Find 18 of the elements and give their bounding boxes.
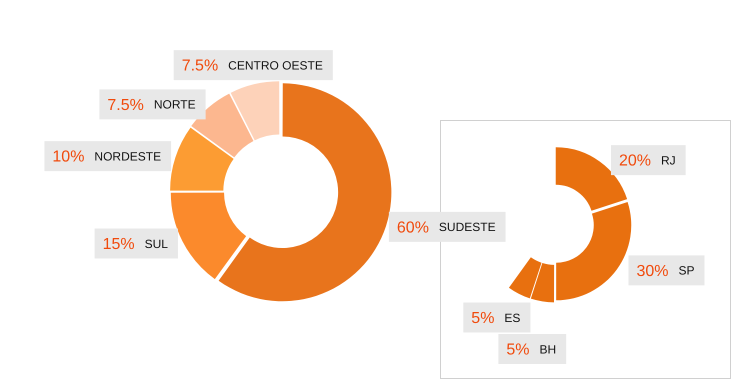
slice-label: CENTRO OESTE <box>228 58 323 72</box>
data-label: 7.5% <box>107 96 144 114</box>
slice-label: NORTE <box>154 98 196 112</box>
data-label: 30% <box>636 262 668 280</box>
slice-label: SUDESTE <box>438 220 496 234</box>
slice-label: SUL <box>144 236 168 251</box>
slice-label: RJ <box>661 153 676 168</box>
slice-label: BH <box>540 342 556 356</box>
data-label: 15% <box>102 236 135 253</box>
data-label: 10% <box>52 148 84 166</box>
slice-label: SP <box>678 264 694 278</box>
data-label: 5% <box>506 341 530 358</box>
slice-label: NORDESTE <box>94 149 162 164</box>
slice-label: ES <box>504 310 520 325</box>
data-label: 7.5% <box>182 58 218 75</box>
data-label: 20% <box>618 152 652 170</box>
data-label: 60% <box>396 219 429 236</box>
data-label: 5% <box>471 310 494 327</box>
